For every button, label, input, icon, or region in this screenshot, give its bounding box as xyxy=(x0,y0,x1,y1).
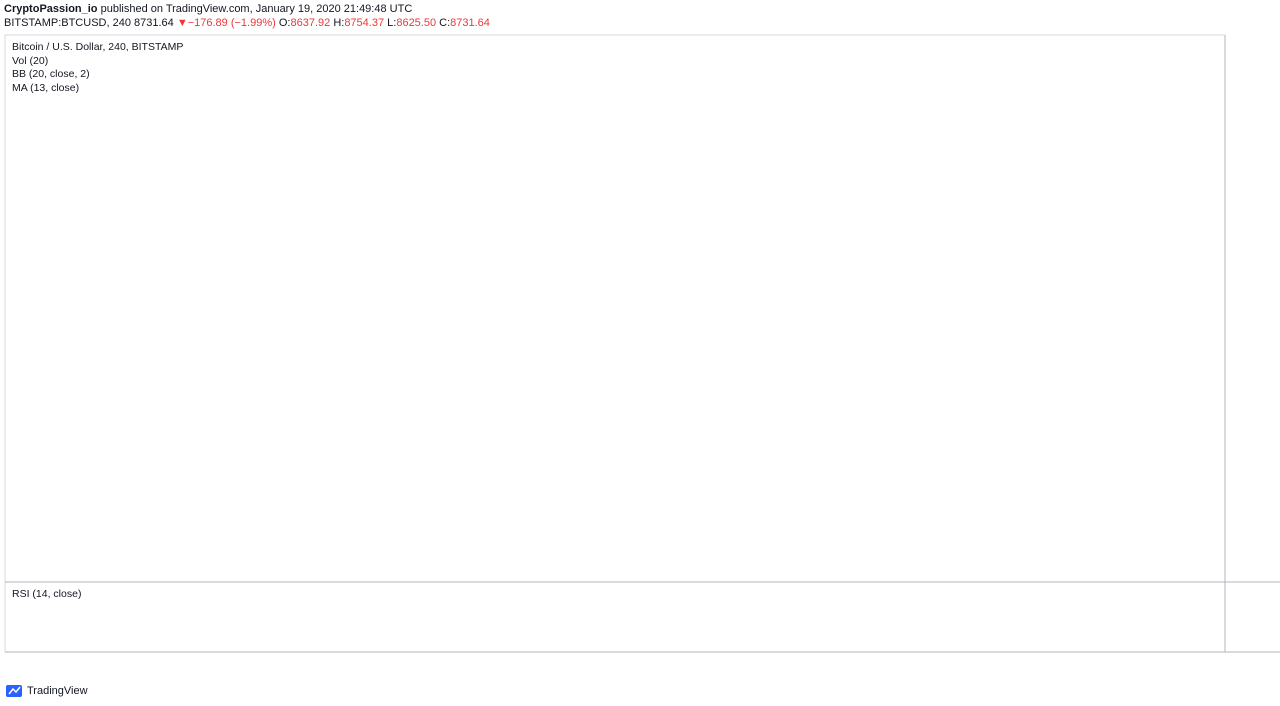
header: CryptoPassion_io published on TradingVie… xyxy=(4,2,490,30)
legend-volume: Vol (20) xyxy=(12,55,48,67)
frame xyxy=(4,34,1226,653)
legend-ma: MA (13, close) xyxy=(12,82,79,94)
legend-bands: BB (20, close, 2) xyxy=(12,68,90,80)
l-label: L: xyxy=(387,17,397,29)
legend-rsi: RSI (14, close) xyxy=(12,588,81,600)
o-label: O: xyxy=(278,17,291,29)
h-label: H: xyxy=(333,17,345,29)
low: 8625.50 xyxy=(396,17,437,29)
close: 8731.64 xyxy=(450,17,490,29)
chart-title: Bitcoin / U.S. Dollar, 240, BITSTAMP xyxy=(12,41,183,53)
arrow: ▼ xyxy=(176,17,188,29)
last: 8731.64 xyxy=(134,17,174,29)
symbol: BITSTAMP:BTCUSD, 240 xyxy=(4,17,131,29)
change: −176.89 (−1.99%) xyxy=(187,17,276,29)
c-label: C: xyxy=(439,17,451,29)
published: published on TradingView.com, January 19… xyxy=(100,3,413,15)
author: CryptoPassion_io xyxy=(4,3,98,15)
high: 8754.37 xyxy=(344,17,385,29)
logo xyxy=(6,685,22,697)
open: 8637.92 xyxy=(290,17,331,29)
brand: TradingView xyxy=(27,685,88,697)
